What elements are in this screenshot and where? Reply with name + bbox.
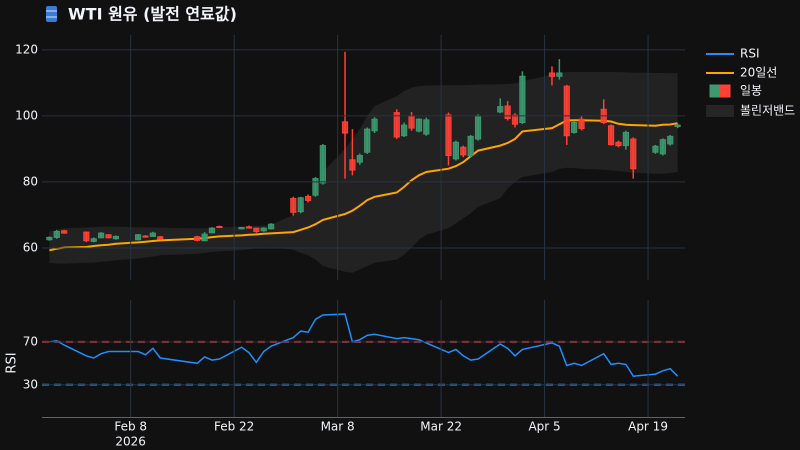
candle-body — [415, 118, 423, 132]
candle-body — [652, 145, 659, 153]
y-tick-label: 70 — [23, 334, 38, 348]
candle-body — [312, 178, 319, 196]
candle-body — [667, 135, 674, 145]
rsi-line — [49, 313, 679, 377]
x-tick-label: Mar 22 — [420, 420, 462, 434]
candle-body — [238, 227, 245, 230]
candle-body — [201, 233, 208, 242]
candle-body — [607, 125, 615, 146]
candle-body — [90, 238, 97, 242]
y-tick-label: 60 — [23, 240, 38, 254]
legend-swatch — [719, 84, 731, 98]
candle-body — [364, 128, 371, 153]
candle-body — [548, 72, 556, 77]
candle-body — [349, 159, 356, 171]
title-icon — [46, 6, 57, 22]
price-plot — [46, 51, 681, 273]
candle-body — [105, 234, 112, 239]
y-tick-label: 100 — [15, 108, 38, 122]
legend-label: 일봉 — [740, 84, 762, 98]
candle-body — [497, 106, 504, 113]
y-tick-label: 30 — [23, 377, 38, 391]
candle-body — [615, 141, 622, 147]
candle-body — [157, 236, 164, 240]
candle-body — [578, 118, 585, 129]
candle-body — [556, 72, 563, 77]
y-tick-label: 120 — [15, 42, 38, 56]
candle-body — [253, 227, 260, 232]
ma-line — [49, 119, 678, 252]
x-tick-label: Mar 8 — [321, 420, 355, 434]
candle-body — [467, 135, 474, 157]
candle-body — [216, 226, 223, 229]
candle-body — [53, 230, 60, 238]
candle-body — [112, 235, 120, 240]
x-tick-label: Apr 5 — [528, 420, 560, 434]
legend-label: 20일선 — [740, 66, 777, 80]
candle-body — [83, 231, 90, 242]
candle-body — [98, 232, 105, 239]
candle-body — [659, 139, 666, 155]
candle-body — [290, 197, 297, 213]
candle-body — [149, 232, 156, 237]
candle-body — [423, 119, 430, 135]
candle-body — [134, 234, 142, 241]
candle-body — [194, 236, 201, 241]
candle-body — [474, 115, 482, 140]
y-tick-label: 80 — [23, 174, 38, 188]
candle-body — [297, 197, 304, 213]
candle-body — [245, 226, 253, 229]
x-tick-year: 2026 — [115, 435, 146, 449]
candle-body — [268, 223, 275, 230]
legend-label: 볼린저밴드 — [740, 104, 795, 118]
candle-body — [452, 141, 459, 160]
candle-body — [630, 138, 637, 170]
x-tick-label: Feb 8 — [114, 420, 147, 434]
x-tick-label: Feb 22 — [214, 420, 254, 434]
candle-body — [260, 227, 267, 232]
legend-label: RSI — [740, 47, 760, 61]
candle-body — [460, 146, 467, 156]
candle-body — [208, 227, 216, 234]
candle-body — [319, 145, 326, 184]
candle-body — [304, 195, 312, 201]
candle-body — [445, 114, 452, 157]
candle-body — [519, 75, 526, 123]
candle-body — [511, 114, 519, 125]
candle-body — [504, 105, 511, 120]
candle-body — [408, 115, 415, 129]
y-axis-label: RSI — [5, 352, 20, 373]
candle-body — [571, 122, 578, 133]
candle-body — [142, 235, 149, 238]
rsi-plot — [42, 313, 685, 386]
x-tick-label: Apr 19 — [628, 420, 668, 434]
candle-body — [563, 85, 570, 137]
candle-body — [61, 230, 68, 234]
chart-title: WTI 원유 (발전 연료값) — [68, 5, 237, 24]
candle-body — [674, 124, 681, 127]
legend-swatch — [706, 105, 734, 117]
candle-body — [46, 236, 53, 241]
candle-body — [341, 121, 349, 134]
candle-body — [371, 118, 378, 132]
candle-body — [356, 155, 363, 163]
legend-swatch — [709, 84, 721, 98]
candle-body — [401, 124, 408, 137]
candle-body — [622, 131, 629, 147]
candle-body — [393, 112, 400, 138]
